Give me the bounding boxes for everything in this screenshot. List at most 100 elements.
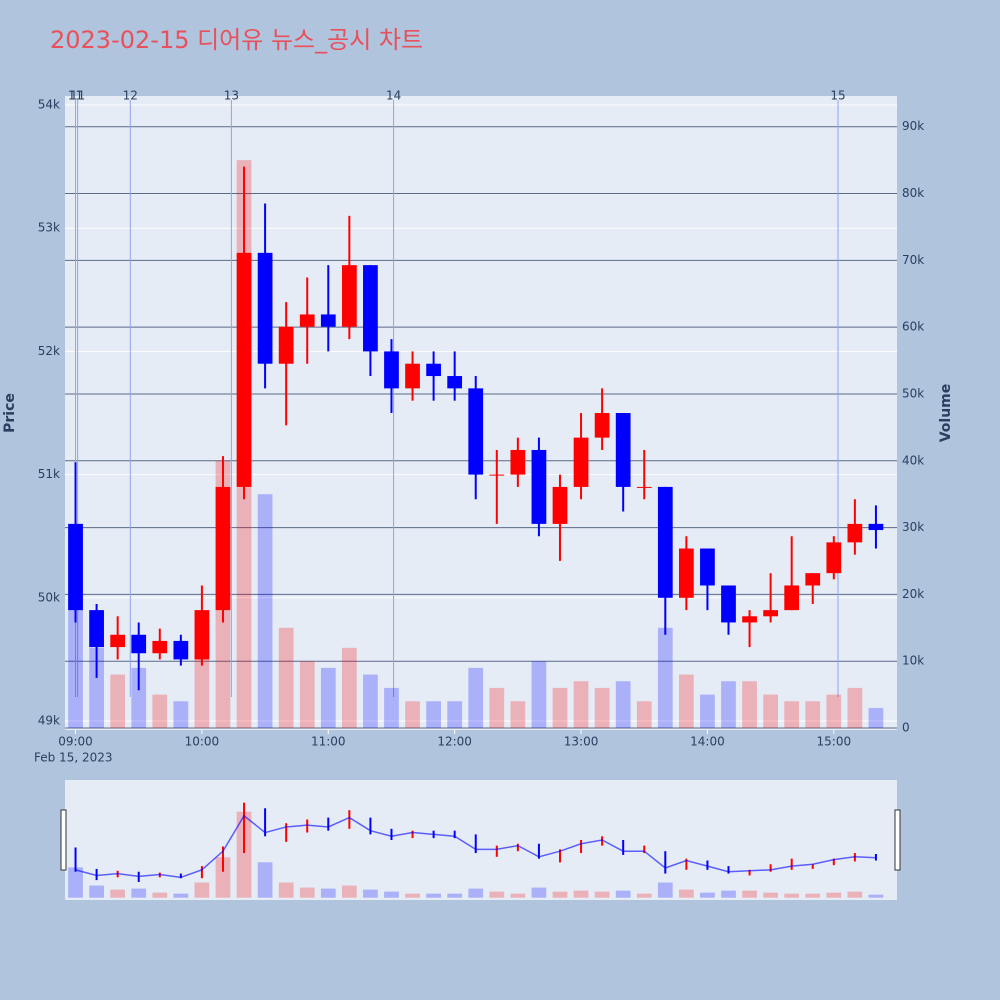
x-tick-label: 09:00 <box>58 735 93 749</box>
volume-bar <box>110 674 126 728</box>
volume-bar <box>721 681 736 728</box>
candle-body <box>110 634 126 648</box>
mini-volume-bar <box>763 892 778 898</box>
candle-body <box>826 542 842 574</box>
volume-bar <box>447 701 463 728</box>
mini-volume-bar <box>636 893 652 898</box>
candle-body <box>636 486 652 488</box>
mini-volume-bar <box>89 885 104 898</box>
volume-bar <box>847 687 863 728</box>
mini-volume-bar <box>341 885 357 898</box>
candle-body <box>763 610 778 617</box>
candle-body <box>405 363 420 389</box>
candle-body <box>552 486 568 524</box>
candle-body <box>784 585 800 611</box>
volume-bar <box>131 667 147 728</box>
x-tick-label: 12:00 <box>437 735 472 749</box>
candle-body <box>320 314 336 327</box>
volume-bar <box>552 687 568 728</box>
mini-volume-bar <box>657 882 673 898</box>
y2-tick-label: 60k <box>902 320 924 334</box>
volume-bar <box>299 661 315 728</box>
news-label: 14 <box>386 89 401 103</box>
mini-volume-bar <box>468 888 484 898</box>
volume-bar <box>594 687 610 728</box>
mini-volume-bar <box>405 893 420 898</box>
y-tick-label: 50k <box>38 590 60 604</box>
mini-volume-bar <box>510 893 526 898</box>
mini-volume-bar <box>594 891 610 898</box>
candle-body <box>89 610 104 648</box>
candle-body <box>657 486 673 598</box>
mini-volume-bar <box>721 890 736 898</box>
candle-body <box>152 640 168 654</box>
mini-volume-bar <box>826 892 842 898</box>
candle-body <box>573 437 589 487</box>
range-handle-left[interactable] <box>60 809 67 871</box>
volume-bar <box>278 627 294 728</box>
volume-bar <box>426 701 441 728</box>
volume-bar <box>89 647 104 728</box>
volume-bar <box>320 667 336 728</box>
y2-tick-label: 40k <box>902 453 924 467</box>
news-label: 13 <box>224 89 239 103</box>
candle-body <box>363 265 378 352</box>
mini-volume-bar <box>552 891 568 898</box>
range-slider[interactable] <box>65 780 897 900</box>
volume-bar <box>341 647 357 728</box>
volume-bar <box>363 674 378 728</box>
candle-body <box>700 548 715 586</box>
mini-volume-bar <box>742 890 757 898</box>
mini-volume-bar <box>805 893 821 898</box>
candle-body <box>531 449 547 524</box>
volume-bar <box>173 701 189 728</box>
mini-volume-bar <box>236 811 252 898</box>
range-handle-right[interactable] <box>894 809 901 871</box>
mini-volume-bar <box>257 862 273 898</box>
x-tick-label: 13:00 <box>564 735 599 749</box>
y-tick-label: 53k <box>38 221 60 235</box>
y-tick-label: 49k <box>38 714 60 728</box>
candle-body <box>278 326 294 364</box>
volume-bar <box>868 707 884 728</box>
y-axis-title: Price <box>2 393 18 433</box>
y2-tick-label: 90k <box>902 119 924 133</box>
candle-body <box>173 640 189 660</box>
x-tick-label: 14:00 <box>690 735 725 749</box>
x-date-label: Feb 15, 2023 <box>34 751 113 765</box>
candle-body <box>257 252 273 364</box>
mini-volume-bar <box>215 857 231 898</box>
candle-body <box>594 413 610 438</box>
mini-volume-bar <box>447 893 463 898</box>
y2-tick-label: 50k <box>902 386 924 400</box>
volume-bar <box>615 681 631 728</box>
candle-body <box>236 252 252 487</box>
mini-volume-bar <box>320 888 336 898</box>
mini-volume-bar <box>363 889 378 898</box>
mini-volume-bar <box>426 893 441 898</box>
candle-body <box>131 634 147 654</box>
mini-volume-bar <box>868 894 884 898</box>
volume-bar <box>257 494 273 728</box>
candle-body <box>384 351 399 389</box>
mini-volume-bar <box>615 890 631 898</box>
volume-bar <box>805 701 821 728</box>
candle-body <box>468 388 484 475</box>
volume-bar <box>531 661 547 728</box>
mini-volume-bar <box>131 888 147 898</box>
news-label: 15 <box>830 89 845 103</box>
mini-volume-bar <box>700 892 715 898</box>
volume-bar <box>468 667 484 728</box>
y-tick-label: 52k <box>38 344 60 358</box>
volume-bar <box>636 701 652 728</box>
candle-body <box>489 474 505 476</box>
candle-body <box>721 585 736 623</box>
candle-body <box>510 449 526 475</box>
candle-body <box>341 265 357 327</box>
mini-volume-bar <box>68 867 83 898</box>
mini-volume-bar <box>489 891 505 898</box>
x-tick-label: 10:00 <box>185 735 220 749</box>
candle-body <box>194 610 210 660</box>
volume-bar <box>678 674 694 728</box>
